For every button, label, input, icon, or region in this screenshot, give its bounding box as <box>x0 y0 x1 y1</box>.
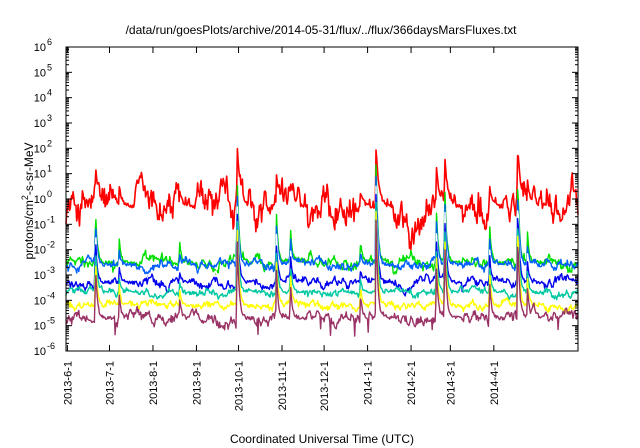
y-tick-label-group: 10 2 <box>34 138 52 155</box>
x-tick-label: 2013-12-1 <box>319 361 331 411</box>
y-tick-exponent: 4 <box>47 88 52 98</box>
y-tick-label: 10 <box>34 219 46 231</box>
y-tick-label: 10 <box>34 67 46 79</box>
y-tick-label-group: 10 -3 <box>34 265 55 282</box>
x-tick-label: 2014-3-1 <box>445 361 457 405</box>
series-line <box>65 210 579 314</box>
y-tick-label: 10 <box>34 118 46 130</box>
y-tick-exponent: -1 <box>47 214 55 224</box>
y-tick-label: 10 <box>34 270 46 282</box>
x-tick-label: 2013-10-1 <box>234 361 246 411</box>
y-tick-label: 10 <box>34 194 46 206</box>
y-tick-exponent: -5 <box>47 316 55 326</box>
plot-area <box>65 147 579 337</box>
series-line <box>65 164 579 275</box>
y-tick-label-group: 10 -1 <box>34 214 55 231</box>
y-tick-label-group: 10 -2 <box>34 240 55 257</box>
y-tick-exponent: -2 <box>47 240 55 250</box>
y-tick-exponent: 2 <box>47 138 52 148</box>
y-tick-label: 10 <box>34 42 46 54</box>
x-tick-label: 2014-1-1 <box>363 361 375 405</box>
y-tick-exponent: 3 <box>47 113 52 123</box>
series-line <box>65 176 579 277</box>
x-tick-label: 2013-11-1 <box>277 361 289 410</box>
y-tick-label: 10 <box>34 346 46 358</box>
x-tick-label: 2014-2-1 <box>406 361 418 405</box>
x-tick-label: 2013-7-1 <box>104 361 116 405</box>
x-axis-label: Coordinated Universal Time (UTC) <box>230 432 414 446</box>
x-tick-label: 2013-6-1 <box>62 361 74 405</box>
y-tick-exponent: -3 <box>47 265 55 275</box>
series-line <box>65 147 579 251</box>
y-tick-exponent: 0 <box>47 189 52 199</box>
x-tick-label: 2013-9-1 <box>191 361 203 405</box>
y-tick-exponent: 5 <box>47 62 52 72</box>
plot-frame <box>65 46 579 352</box>
y-tick-label: 10 <box>34 169 46 181</box>
y-tick-label-group: 10 1 <box>34 164 52 181</box>
x-tick-label: 2014-4-1 <box>489 361 501 405</box>
y-tick-label-group: 10 5 <box>34 62 52 79</box>
y-tick-label-group: 10 3 <box>34 113 52 130</box>
y-axis-label: protons/cm2-s-sr-MeV <box>20 142 36 259</box>
y-tick-label-group: 10 4 <box>34 88 52 105</box>
y-tick-exponent: 6 <box>47 37 52 47</box>
y-tick-label-group: 10 -4 <box>34 290 55 307</box>
series-line <box>65 201 579 301</box>
y-tick-label-group: 10 -6 <box>34 341 55 358</box>
y-tick-label-group: 10 6 <box>34 37 52 54</box>
series-line <box>65 219 579 337</box>
y-tick-label: 10 <box>34 321 46 333</box>
y-tick-exponent: 1 <box>47 164 52 174</box>
x-tick-label: 2013-8-1 <box>148 361 160 405</box>
x-axis: 2013-6-1 2013-7-1 2013-8-1 2013-9-1 2013-10-… <box>62 47 501 411</box>
y-tick-label: 10 <box>34 295 46 307</box>
y-tick-exponent: -6 <box>47 341 55 351</box>
y-tick-exponent: -4 <box>47 290 55 300</box>
y-tick-label: 10 <box>34 93 46 105</box>
y-tick-label-group: 10 0 <box>34 189 52 206</box>
y-tick-label: 10 <box>34 143 46 155</box>
series-line <box>65 193 579 297</box>
y-tick-label-group: 10 -5 <box>34 316 55 333</box>
y-tick-label: 10 <box>34 245 46 257</box>
chart-title: /data/run/goesPlots/archive/2014-05-31/f… <box>126 23 518 37</box>
